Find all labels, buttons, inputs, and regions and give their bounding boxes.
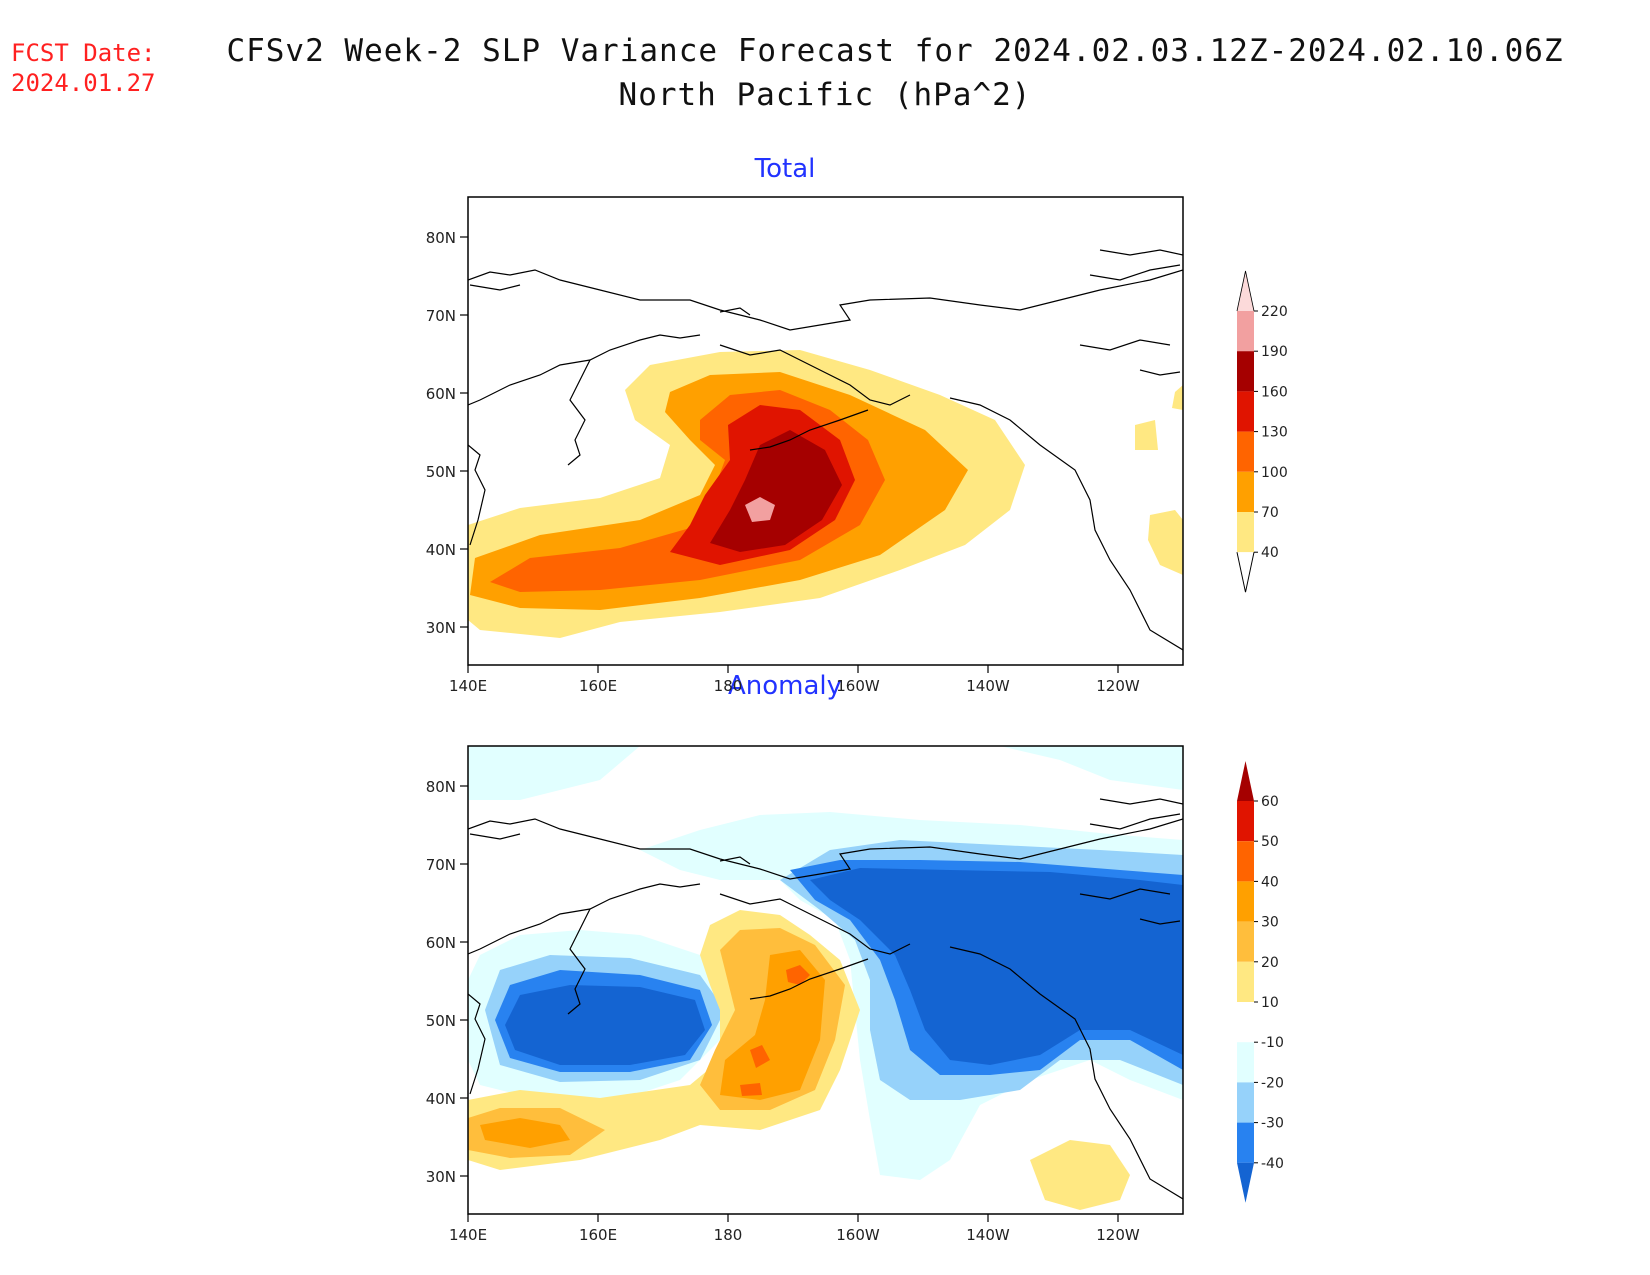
lon-tick-label: 140E bbox=[449, 1226, 487, 1244]
lon-tick-label: 140E bbox=[449, 677, 487, 695]
lat-tick-label: 70N bbox=[426, 307, 456, 325]
colorbar-anomaly-label: 10 bbox=[1261, 995, 1279, 1011]
panel-title-total: Total bbox=[754, 154, 816, 184]
colorbar-total-label: 40 bbox=[1261, 545, 1279, 561]
lat-tick-label: 30N bbox=[426, 619, 456, 637]
fcst-date-label: FCST Date: bbox=[11, 39, 156, 67]
colorbar-total-segment bbox=[1237, 351, 1254, 392]
lat-tick-label: 40N bbox=[426, 1090, 456, 1108]
lat-tick-label: 50N bbox=[426, 1012, 456, 1030]
chart-subtitle: North Pacific (hPa^2) bbox=[618, 77, 1032, 113]
colorbar-anomaly-segment bbox=[1237, 1082, 1254, 1123]
colorbar-anomaly-label: -20 bbox=[1261, 1075, 1284, 1091]
lon-tick-label: 140W bbox=[966, 1226, 1010, 1244]
lon-tick-label: 160W bbox=[836, 677, 880, 695]
lon-tick-label: 160E bbox=[579, 677, 617, 695]
colorbar-total-top-arrow bbox=[1237, 271, 1254, 311]
colorbar-anomaly-label: -30 bbox=[1261, 1116, 1284, 1132]
colorbar-anomaly-segment bbox=[1237, 1122, 1254, 1163]
colorbar-total-bottom-arrow bbox=[1236, 552, 1255, 593]
colorbar-anomaly-label: 20 bbox=[1261, 955, 1279, 971]
colorbar-anomaly-segment bbox=[1237, 1042, 1254, 1083]
colorbar-anomaly-segment bbox=[1237, 921, 1254, 962]
colorbar-total-segment bbox=[1237, 512, 1254, 553]
colorbar-anomaly-label: -40 bbox=[1261, 1156, 1284, 1172]
lat-tick-label: 80N bbox=[426, 229, 456, 247]
lat-tick-label: 70N bbox=[426, 856, 456, 874]
lon-tick-label: 160W bbox=[836, 1226, 880, 1244]
fcst-date-value: 2024.01.27 bbox=[11, 69, 156, 97]
lat-tick-label: 40N bbox=[426, 541, 456, 559]
lat-tick-label: 50N bbox=[426, 463, 456, 481]
total-coastlines bbox=[468, 249, 1183, 651]
colorbar-anomaly-label: 50 bbox=[1261, 834, 1279, 850]
colorbar-total-outline bbox=[1236, 270, 1255, 312]
colorbar-anomaly-segment bbox=[1237, 801, 1254, 842]
colorbar-total-segment bbox=[1237, 311, 1254, 352]
colorbar-anomaly-segment bbox=[1237, 841, 1254, 882]
colorbar-total-segment bbox=[1237, 471, 1254, 512]
lon-tick-label: 160E bbox=[579, 1226, 617, 1244]
anomaly-shading bbox=[468, 746, 1183, 1210]
lon-tick-label: 120W bbox=[1096, 677, 1140, 695]
colorbar-total-segment bbox=[1237, 391, 1254, 432]
colorbar-anomaly-segment bbox=[1237, 1002, 1254, 1043]
colorbar-anomaly-top-arrow bbox=[1237, 761, 1254, 801]
colorbar-anomaly-label: 60 bbox=[1261, 794, 1279, 810]
lon-tick-label: 120W bbox=[1096, 1226, 1140, 1244]
colorbar-total-segment bbox=[1237, 431, 1254, 472]
forecast-date-block: FCST Date: 2024.01.27 bbox=[11, 38, 156, 98]
lon-tick-label: 180 bbox=[714, 677, 743, 695]
colorbar-anomaly-label: 40 bbox=[1261, 874, 1279, 890]
lon-tick-label: 180 bbox=[714, 1226, 743, 1244]
colorbar-total-label: 220 bbox=[1261, 304, 1288, 320]
colorbar-total-label: 100 bbox=[1261, 465, 1288, 481]
colorbar-anomaly-segment bbox=[1237, 961, 1254, 1002]
lat-tick-label: 60N bbox=[426, 934, 456, 952]
colorbar-anomaly-label: -10 bbox=[1261, 1035, 1284, 1051]
anomaly-coastlines bbox=[468, 798, 1183, 1200]
colorbar-total-label: 70 bbox=[1261, 505, 1279, 521]
colorbar-total-label: 190 bbox=[1261, 344, 1288, 360]
colorbar-total-label: 160 bbox=[1261, 384, 1288, 400]
total-shading bbox=[468, 249, 1183, 651]
lat-tick-label: 30N bbox=[426, 1168, 456, 1186]
panel-title-anomaly: Anomaly bbox=[727, 671, 843, 701]
colorbar-anomaly-segment bbox=[1237, 881, 1254, 922]
chart-title: CFSv2 Week-2 SLP Variance Forecast for 2… bbox=[226, 33, 1564, 69]
colorbar-anomaly-label: 30 bbox=[1261, 915, 1279, 931]
lat-tick-label: 60N bbox=[426, 385, 456, 403]
lat-tick-label: 80N bbox=[426, 778, 456, 796]
colorbar-total-label: 130 bbox=[1261, 425, 1288, 441]
lon-tick-label: 140W bbox=[966, 677, 1010, 695]
colorbar-anomaly-bottom-arrow bbox=[1237, 1162, 1254, 1203]
